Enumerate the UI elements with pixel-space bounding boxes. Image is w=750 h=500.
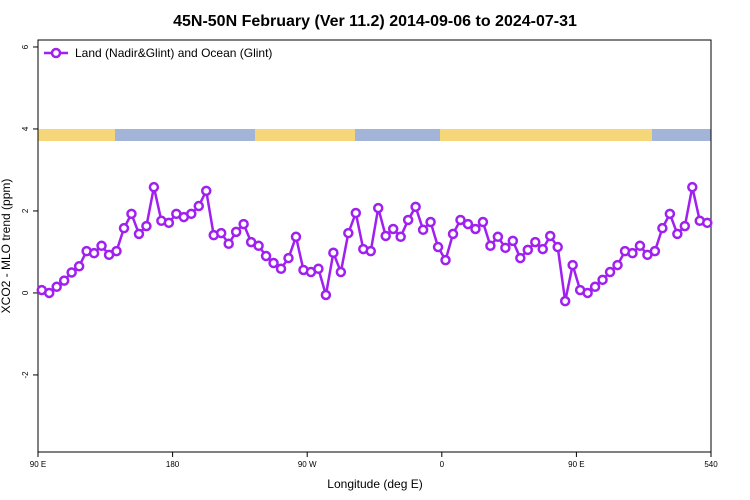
legend-marker	[50, 47, 62, 59]
data-point	[118, 222, 130, 234]
y-tick-label: 0	[21, 290, 30, 295]
data-point	[290, 231, 302, 243]
data-point	[634, 240, 646, 252]
data-point	[432, 241, 444, 253]
data-point	[589, 281, 601, 293]
data-point	[133, 228, 145, 240]
data-point	[702, 217, 713, 229]
data-point	[66, 267, 77, 278]
data-point	[612, 259, 623, 271]
series-line	[41, 186, 708, 302]
y-tick-label: 6	[21, 44, 30, 49]
data-point	[215, 227, 227, 239]
data-point	[238, 218, 249, 230]
data-point	[455, 214, 466, 226]
data-point	[163, 217, 175, 229]
data-point	[417, 224, 429, 236]
data-point	[679, 220, 691, 232]
data-point	[372, 202, 384, 214]
data-point	[268, 257, 279, 269]
data-point	[141, 220, 152, 232]
data-point	[283, 252, 294, 264]
data-point	[260, 250, 272, 262]
x-tick-label: 90 E	[30, 460, 46, 469]
legend-label: Land (Nadir&Glint) and Ocean (Glint)	[75, 46, 272, 60]
data-point	[395, 231, 406, 243]
data-point	[515, 252, 526, 264]
data-point	[530, 236, 541, 248]
data-point	[500, 242, 511, 254]
data-point	[582, 287, 593, 299]
y-axis-label: XCO2 - MLO trend (ppm)	[0, 179, 13, 314]
y-tick-label: 2	[21, 208, 30, 213]
data-point	[51, 281, 62, 293]
data-point	[126, 208, 137, 220]
x-tick-label: 90 W	[298, 460, 317, 469]
data-point	[320, 289, 332, 301]
data-point	[672, 228, 683, 240]
data-point	[537, 243, 548, 255]
data-point	[275, 263, 287, 275]
data-point	[485, 240, 496, 252]
data-point	[544, 230, 556, 242]
data-point	[597, 274, 608, 286]
data-point	[470, 223, 481, 235]
data-point	[552, 241, 563, 253]
data-point	[447, 228, 459, 240]
plot-frame	[37, 39, 712, 453]
data-point	[462, 218, 474, 230]
data-point	[96, 240, 107, 252]
data-point	[350, 207, 362, 219]
data-point	[559, 295, 571, 307]
data-point	[88, 247, 100, 259]
x-tick-label: 540	[704, 460, 718, 469]
data-point	[328, 247, 339, 259]
data-point	[148, 181, 160, 193]
data-point	[477, 216, 489, 228]
land-band	[38, 129, 115, 141]
chart-title: 45N-50N February (Ver 11.2) 2014-09-06 t…	[173, 13, 577, 30]
data-point	[313, 263, 324, 275]
data-point	[43, 287, 55, 299]
data-point	[365, 245, 377, 257]
data-point	[335, 266, 347, 278]
data-point	[193, 200, 205, 212]
y-tick-label: -2	[21, 371, 30, 379]
data-point	[567, 259, 578, 271]
data-point	[507, 235, 519, 247]
data-point	[201, 185, 212, 197]
data-point	[402, 214, 414, 226]
data-point	[440, 254, 451, 266]
data-point	[111, 245, 122, 257]
data-point	[380, 230, 391, 242]
data-point	[410, 201, 421, 213]
data-point	[604, 266, 616, 278]
data-point	[522, 244, 534, 256]
data-point	[649, 245, 661, 257]
data-point	[253, 240, 264, 252]
data-point	[58, 275, 70, 286]
data-point	[657, 222, 668, 234]
data-point	[223, 238, 234, 249]
data-point	[387, 223, 399, 235]
data-point	[343, 227, 354, 239]
data-point	[425, 216, 436, 228]
data-point	[73, 261, 85, 272]
data-point	[492, 231, 504, 243]
data-point	[687, 181, 698, 193]
legend: Land (Nadir&Glint) and Ocean (Glint)	[44, 46, 272, 60]
x-tick-label: 180	[166, 460, 180, 469]
data-point	[627, 247, 638, 259]
land-ocean-strip	[38, 129, 711, 141]
y-tick-label: 4	[21, 126, 30, 131]
x-tick-label: 0	[440, 460, 445, 469]
land-band	[440, 129, 652, 141]
land-band	[255, 129, 355, 141]
x-tick-label: 90 E	[568, 460, 584, 469]
data-point	[664, 208, 676, 220]
data-point	[230, 226, 242, 238]
data-point	[186, 208, 197, 220]
x-axis-label: Longitude (deg E)	[327, 477, 422, 491]
